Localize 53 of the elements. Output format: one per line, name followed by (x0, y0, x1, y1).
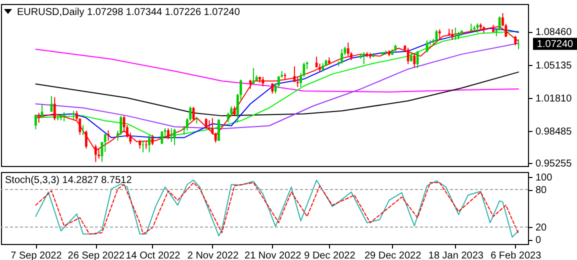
candlestick (362, 52, 366, 65)
candlestick (249, 79, 252, 90)
x-tick-label: 6 Feb 2023 (490, 250, 542, 260)
candlestick (438, 28, 441, 40)
x-tick-label: 2 Nov 2022 (187, 250, 239, 260)
candlestick (514, 35, 517, 46)
candlestick (53, 96, 56, 121)
x-tick-label: 29 Dec 2022 (364, 250, 422, 260)
candlestick (56, 113, 59, 121)
chart-title: EURUSD,Daily 1.07298 1.07344 1.07226 1.07240 (17, 7, 240, 18)
candlestick (346, 42, 350, 57)
candlestick (315, 56, 318, 68)
y-tick-label: 1.05135 (536, 60, 572, 72)
candlestick (170, 128, 173, 142)
x-tick-label: 14 Oct 2022 (126, 250, 181, 260)
candlestick (340, 48, 344, 64)
candlestick (62, 112, 66, 122)
y-tick-label: 0.95255 (536, 158, 572, 170)
line-series (35, 72, 520, 116)
candlestick (218, 118, 220, 142)
candlestick (413, 53, 416, 68)
chart-title: Stoch(5,3,3) 14.2827 8.7512 (5, 175, 132, 186)
candlestick (160, 130, 164, 145)
candlestick (148, 134, 151, 153)
candlestick (38, 112, 40, 124)
y-tick-label: 80 (536, 185, 548, 196)
candlestick (296, 77, 299, 88)
y-tick-label: 0.98485 (536, 126, 572, 138)
candlestick (107, 130, 110, 142)
y-tick-label: 20 (536, 222, 548, 234)
candlestick (454, 27, 457, 40)
x-tick-label: 21 Nov 2022 (244, 250, 302, 260)
text: 1.07240 (536, 38, 574, 50)
candlestick (451, 28, 454, 40)
candlestick (517, 38, 520, 50)
line-series (35, 42, 520, 130)
candlestick (262, 76, 264, 87)
candlestick (406, 47, 410, 65)
candlestick (416, 50, 419, 69)
candlestick (204, 118, 208, 130)
x-tick-label: 9 Dec 2022 (304, 250, 356, 260)
y-tick-label: 100 (536, 172, 553, 184)
line-series (35, 48, 520, 92)
y-tick-label: 1.08460 (536, 27, 572, 38)
y-tick-label: 0 (536, 235, 542, 246)
candlestick (167, 128, 170, 140)
y-tick-label: 1.01810 (536, 93, 572, 104)
x-tick-label: 18 Jan 2023 (428, 250, 484, 260)
candlestick (34, 114, 37, 130)
candlestick (271, 82, 274, 94)
candlestick (104, 134, 106, 152)
candlestick (208, 120, 210, 131)
candlestick (173, 128, 176, 146)
